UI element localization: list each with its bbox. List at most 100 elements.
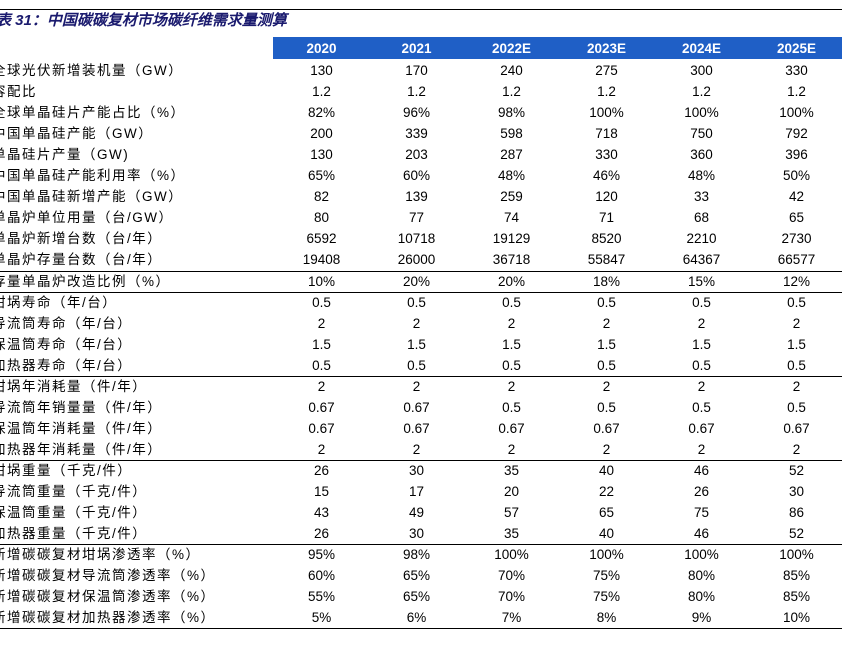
row-label: 全球单晶硅片产能占比（%） — [0, 105, 186, 121]
cell: 2 — [412, 441, 421, 457]
cell: 2 — [317, 315, 326, 331]
cell: 2 — [507, 315, 516, 331]
cell: 98% — [497, 105, 526, 121]
cell: 0.67 — [403, 420, 430, 436]
cell: 48% — [497, 168, 526, 184]
cell: 0.5 — [692, 357, 711, 373]
cell: 0.5 — [787, 399, 806, 415]
cell: 26 — [313, 462, 330, 478]
cell: 71 — [598, 210, 615, 226]
cell: 203 — [405, 147, 428, 163]
cell: 82% — [307, 105, 336, 121]
cell: 339 — [405, 126, 428, 142]
cell: 2 — [602, 315, 611, 331]
cell: 74 — [503, 210, 520, 226]
top-rule — [0, 9, 842, 10]
cell: 95% — [307, 547, 336, 563]
row-separator — [0, 291, 842, 293]
cell: 85% — [782, 589, 811, 605]
cell: 98% — [402, 547, 431, 563]
row-label: 中国单晶硅产能利用率（%） — [0, 168, 186, 184]
cell: 65% — [307, 168, 336, 184]
cell: 396 — [785, 147, 808, 163]
row-label: 坩埚年消耗量（件/年） — [0, 378, 148, 394]
cell: 75% — [592, 568, 621, 584]
row-label: 全球光伏新增装机量（GW） — [0, 63, 184, 78]
cell: 65% — [402, 568, 431, 584]
row-label: 导流筒重量（千克/件） — [0, 484, 148, 499]
cell: 750 — [690, 126, 713, 142]
cell: 0.5 — [312, 294, 331, 310]
cell: 17 — [408, 484, 425, 499]
cell: 12% — [782, 273, 811, 289]
cell: 22 — [598, 484, 615, 499]
cell: 7% — [501, 610, 522, 626]
cell: 26 — [313, 526, 330, 542]
cell: 36718 — [492, 252, 531, 268]
cell: 86 — [788, 505, 805, 521]
cell: 0.5 — [597, 399, 616, 415]
row-separator — [0, 459, 842, 461]
cell: 75% — [592, 589, 621, 605]
cell: 275 — [595, 63, 618, 78]
cell: 6% — [406, 610, 427, 626]
cell: 0.5 — [502, 399, 521, 415]
row-label: 中国单晶硅产能（GW） — [0, 126, 154, 142]
cell: 65% — [402, 589, 431, 605]
cell: 139 — [405, 189, 428, 205]
cell: 1.5 — [407, 336, 426, 352]
cell: 96% — [402, 105, 431, 121]
cell: 55847 — [587, 252, 626, 268]
row-label: 坩埚重量（千克/件） — [0, 462, 133, 478]
row-separator — [0, 270, 842, 272]
cell: 43 — [313, 505, 330, 521]
cell: 0.67 — [783, 420, 810, 436]
cell: 2 — [792, 315, 801, 331]
cell: 1.2 — [407, 84, 426, 100]
cell: 1.2 — [787, 84, 806, 100]
cell: 0.67 — [308, 420, 335, 436]
cell: 70% — [497, 568, 526, 584]
cell: 0.5 — [312, 357, 331, 373]
cell: 0.67 — [308, 399, 335, 415]
cell: 35 — [503, 462, 520, 478]
row-label: 单晶炉单位用量（台/GW） — [0, 210, 174, 226]
cell: 2 — [602, 441, 611, 457]
cell: 2 — [792, 378, 801, 394]
cell: 330 — [785, 63, 808, 78]
cell: 65 — [788, 210, 805, 226]
cell: 2 — [697, 441, 706, 457]
column-header: 2025E — [776, 41, 817, 56]
cell: 60% — [307, 568, 336, 584]
cell: 70% — [497, 589, 526, 605]
cell: 287 — [500, 147, 523, 163]
cell: 2730 — [781, 231, 812, 247]
bottom-rule — [0, 628, 842, 630]
cell: 170 — [405, 63, 428, 78]
cell: 1.5 — [312, 336, 331, 352]
row-label: 保温筒重量（千克/件） — [0, 505, 148, 521]
cell: 15% — [687, 273, 716, 289]
cell: 2 — [317, 378, 326, 394]
cell: 1.5 — [692, 336, 711, 352]
row-label: 加热器寿命（年/台） — [0, 357, 133, 373]
cell: 0.67 — [688, 420, 715, 436]
cell: 2 — [792, 441, 801, 457]
row-label: 加热器重量（千克/件） — [0, 526, 148, 542]
cell: 0.5 — [787, 294, 806, 310]
cell: 20% — [497, 273, 526, 289]
row-label: 保温筒寿命（年/台） — [0, 336, 133, 352]
cell: 1.2 — [692, 84, 711, 100]
cell: 40 — [598, 462, 615, 478]
column-header: 2024E — [681, 41, 722, 56]
cell: 1.5 — [597, 336, 616, 352]
cell: 40 — [598, 526, 615, 542]
cell: 2210 — [686, 231, 717, 247]
cell: 792 — [785, 126, 808, 142]
row-separator — [0, 375, 842, 377]
cell: 52 — [788, 526, 805, 542]
cell: 1.2 — [312, 84, 331, 100]
cell: 8520 — [591, 231, 622, 247]
cell: 30 — [408, 526, 425, 542]
